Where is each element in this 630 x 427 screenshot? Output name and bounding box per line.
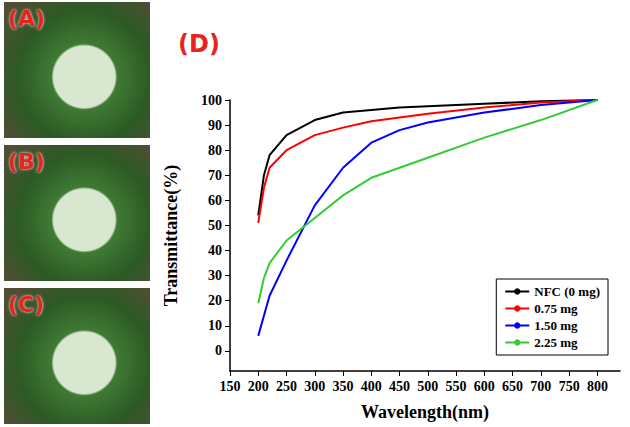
svg-text:100: 100	[201, 93, 222, 108]
html-text:(A): (A)	[8, 6, 46, 31]
svg-text:1.50 mg: 1.50 mg	[534, 318, 578, 333]
svg-text:650: 650	[502, 379, 523, 394]
svg-text:400: 400	[361, 379, 382, 394]
svg-text:700: 700	[530, 379, 551, 394]
svg-text:150: 150	[220, 379, 241, 394]
svg-text:40: 40	[208, 243, 222, 258]
svg-text:2.25 mg: 2.25 mg	[534, 335, 578, 350]
svg-text:60: 60	[208, 193, 222, 208]
svg-text:Transmittance(%): Transmittance(%)	[161, 165, 182, 307]
svg-text:80: 80	[208, 143, 222, 158]
svg-text:0.75 mg: 0.75 mg	[534, 301, 578, 316]
svg-text:0: 0	[215, 343, 222, 358]
html-text:(D): (D)	[178, 30, 220, 58]
svg-text:70: 70	[208, 168, 222, 183]
svg-text:NFC (0 mg): NFC (0 mg)	[534, 284, 600, 299]
svg-text:30: 30	[208, 268, 222, 283]
svg-text:10: 10	[208, 318, 222, 333]
svg-text:450: 450	[389, 379, 410, 394]
svg-text:500: 500	[417, 379, 438, 394]
svg-text:20: 20	[208, 293, 222, 308]
html-text:(B): (B)	[8, 149, 45, 174]
svg-text:Wavelength(nm): Wavelength(nm)	[361, 402, 489, 423]
svg-text:550: 550	[446, 379, 467, 394]
svg-text:800: 800	[587, 379, 608, 394]
svg-text:300: 300	[304, 379, 325, 394]
svg-text:600: 600	[474, 379, 495, 394]
svg-text:200: 200	[248, 379, 269, 394]
html-text:(C): (C)	[8, 292, 45, 317]
svg-text:350: 350	[333, 379, 354, 394]
svg-text:250: 250	[276, 379, 297, 394]
svg-text:90: 90	[208, 118, 222, 133]
svg-text:50: 50	[208, 218, 222, 233]
svg-text:750: 750	[559, 379, 580, 394]
